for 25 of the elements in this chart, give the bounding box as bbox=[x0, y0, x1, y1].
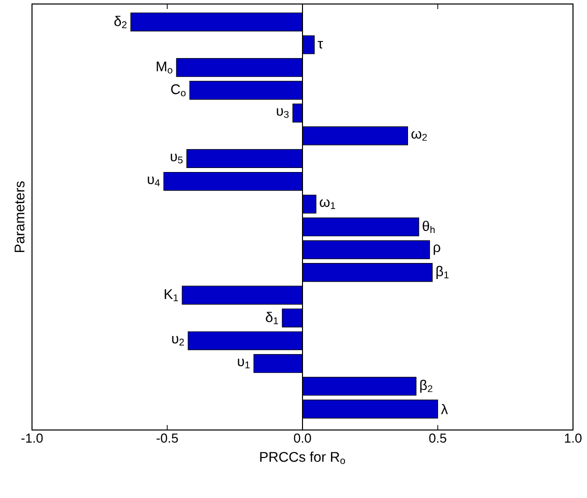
y-tick-label: K$_{1}$ bbox=[164, 289, 178, 302]
y-tick-label: υ$_{3}$ bbox=[276, 108, 289, 118]
y-tick-label: θ$_{h}$ bbox=[422, 220, 435, 234]
y-tick-label: δ$_{2}$ bbox=[114, 16, 127, 28]
x-tick-label: -1.0 bbox=[21, 434, 43, 443]
x-axis-title: PRCCs for R$_{o}$ bbox=[260, 452, 346, 464]
x-tick-label: 1.0 bbox=[564, 434, 582, 443]
y-tick-label: υ$_{4}$ bbox=[148, 176, 160, 186]
y-tick-label: ρ bbox=[434, 244, 440, 255]
y-tick-label: β$_{1}$ bbox=[436, 266, 449, 279]
y-tick-label: λ bbox=[441, 404, 448, 414]
y-tick-label: υ$_{2}$ bbox=[172, 336, 184, 346]
y-tick-label: ω$_{1}$ bbox=[320, 199, 336, 209]
y-tick-label: δ$_{1}$ bbox=[266, 312, 278, 324]
x-tick-label: 0.5 bbox=[429, 434, 446, 443]
y-tick-label: C$_{o}$ bbox=[171, 84, 186, 96]
y-tick-label: υ$_{5}$ bbox=[170, 154, 183, 164]
y-tick-label: ω$_{2}$ bbox=[411, 130, 427, 141]
x-tick-label: -0.5 bbox=[156, 434, 178, 443]
y-axis-title: Parameters bbox=[14, 181, 24, 252]
x-tick-label: 0.0 bbox=[294, 434, 312, 443]
y-tick-label: τ bbox=[318, 40, 324, 49]
y-tick-label: β$_{2}$ bbox=[420, 380, 432, 393]
y-tick-label: υ$_{1}$ bbox=[238, 358, 250, 368]
y-tick-label: M$_{o}$ bbox=[156, 62, 172, 74]
